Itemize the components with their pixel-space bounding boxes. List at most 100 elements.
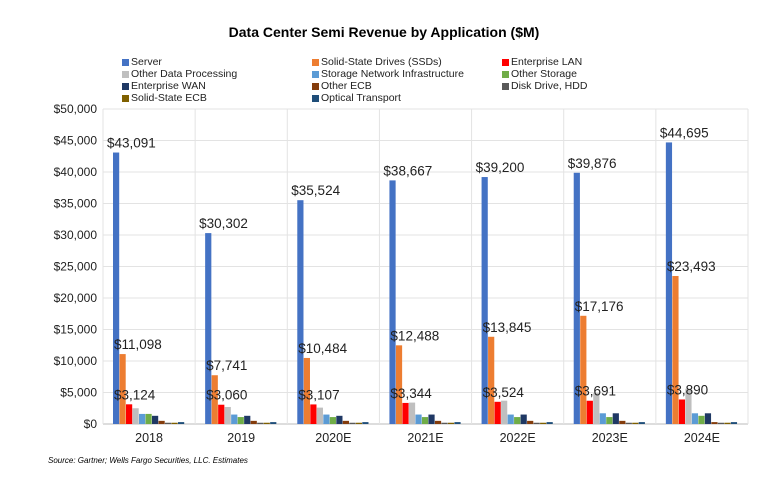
bar bbox=[119, 354, 126, 424]
bar bbox=[447, 422, 455, 424]
bar bbox=[533, 422, 540, 424]
y-tick-label: $45,000 bbox=[54, 134, 98, 148]
legend-label: Solid-State ECB bbox=[131, 92, 207, 104]
bar bbox=[488, 336, 495, 424]
bar bbox=[250, 420, 257, 424]
legend-label: Enterprise WAN bbox=[131, 80, 206, 92]
legend-item: Enterprise WAN bbox=[122, 80, 312, 92]
x-tick-label: 2022E bbox=[500, 431, 536, 445]
bar bbox=[678, 399, 686, 424]
data-label: $3,107 bbox=[298, 387, 339, 402]
bar bbox=[665, 142, 673, 424]
bar bbox=[263, 422, 270, 424]
bar bbox=[211, 375, 218, 424]
chart-title: Data Center Semi Revenue by Application … bbox=[228, 24, 540, 40]
bar bbox=[527, 420, 534, 424]
legend-item: Other ECB bbox=[312, 80, 502, 92]
legend-swatch bbox=[312, 58, 319, 66]
bar bbox=[632, 422, 639, 424]
legend-label: Optical Transport bbox=[321, 92, 401, 104]
bar bbox=[342, 420, 349, 424]
bar bbox=[113, 152, 120, 424]
bar bbox=[691, 413, 699, 424]
data-label: $43,091 bbox=[107, 136, 156, 151]
y-tick-label: $5,000 bbox=[60, 386, 97, 400]
bar bbox=[303, 357, 310, 424]
bar bbox=[395, 345, 403, 424]
bar bbox=[329, 417, 336, 424]
bar bbox=[514, 417, 521, 424]
bar bbox=[685, 388, 692, 424]
data-label: $44,695 bbox=[660, 125, 709, 140]
x-tick-label: 2018 bbox=[135, 431, 163, 445]
x-tick-label: 2020E bbox=[315, 431, 351, 445]
bar bbox=[599, 413, 606, 424]
bar bbox=[441, 422, 448, 424]
data-label: $38,667 bbox=[383, 163, 432, 178]
legend: Server Solid-State Drives (SSDs) Enterpris… bbox=[122, 56, 662, 104]
legend-item: Server bbox=[122, 56, 312, 68]
y-tick-label: $30,000 bbox=[54, 228, 98, 242]
bar bbox=[730, 422, 738, 424]
bar bbox=[224, 406, 231, 424]
bar bbox=[158, 420, 165, 424]
data-label: $3,890 bbox=[667, 382, 708, 397]
bar bbox=[171, 422, 178, 424]
bar bbox=[724, 422, 731, 424]
bar bbox=[349, 422, 356, 424]
bar bbox=[625, 422, 632, 424]
bar bbox=[415, 414, 422, 424]
y-tick-label: $15,000 bbox=[54, 323, 98, 337]
bar bbox=[336, 415, 343, 424]
bar bbox=[218, 404, 225, 424]
data-label: $3,124 bbox=[114, 387, 156, 402]
legend-item: Disk Drive, HDD bbox=[502, 80, 662, 92]
x-tick-label: 2019 bbox=[227, 431, 255, 445]
bar bbox=[546, 422, 553, 424]
legend-swatch bbox=[122, 94, 129, 102]
data-label: $12,488 bbox=[390, 328, 439, 343]
data-label: $35,524 bbox=[291, 183, 340, 198]
legend-swatch bbox=[122, 82, 129, 90]
data-label: $17,176 bbox=[575, 299, 624, 314]
y-tick-label: $10,000 bbox=[54, 354, 98, 368]
data-label: $39,876 bbox=[568, 156, 617, 171]
y-tick-label: $20,000 bbox=[54, 291, 98, 305]
legend-swatch bbox=[312, 82, 319, 90]
bar bbox=[428, 414, 435, 424]
bar bbox=[501, 400, 508, 424]
legend-item: Solid-State ECB bbox=[122, 92, 312, 104]
bar bbox=[139, 413, 146, 424]
bar bbox=[698, 415, 705, 424]
legend-label: Enterprise LAN bbox=[511, 56, 583, 68]
legend-swatch bbox=[502, 58, 509, 66]
bar bbox=[434, 420, 442, 424]
bar bbox=[402, 402, 409, 424]
data-label: $39,200 bbox=[476, 160, 525, 175]
bar bbox=[481, 177, 488, 424]
data-label: $3,344 bbox=[390, 386, 432, 401]
bar bbox=[619, 420, 626, 424]
data-label: $7,741 bbox=[206, 358, 247, 373]
bar bbox=[711, 422, 718, 424]
legend-label: Solid-State Drives (SSDs) bbox=[321, 56, 442, 68]
bar bbox=[132, 408, 139, 424]
data-label: $11,098 bbox=[114, 337, 162, 352]
y-tick-label: $25,000 bbox=[54, 260, 98, 274]
bar bbox=[152, 415, 159, 424]
source-note: Source: Gartner; Wells Fargo Securities,… bbox=[48, 456, 248, 465]
bar bbox=[323, 414, 330, 424]
legend-item: Solid-State Drives (SSDs) bbox=[312, 56, 502, 68]
bar bbox=[310, 404, 317, 424]
bar bbox=[573, 172, 580, 424]
data-label: $30,302 bbox=[199, 216, 248, 231]
bar bbox=[520, 414, 527, 424]
legend-swatch bbox=[502, 70, 509, 78]
data-label: $3,060 bbox=[206, 388, 247, 403]
y-tick-label: $0 bbox=[84, 417, 98, 431]
legend-swatch bbox=[312, 94, 319, 102]
bar bbox=[165, 422, 172, 424]
legend-swatch bbox=[312, 70, 319, 78]
y-tick-label: $35,000 bbox=[54, 197, 98, 211]
